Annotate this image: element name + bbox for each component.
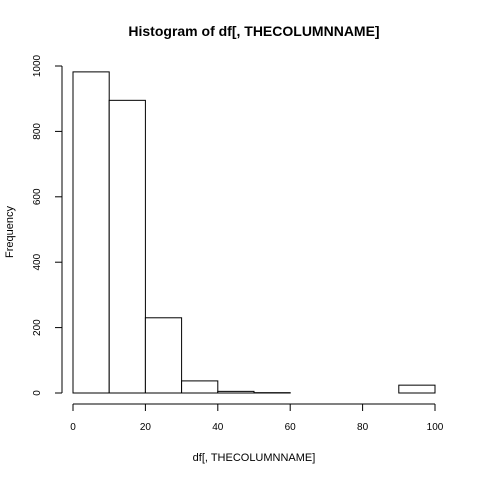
- y-axis-label: Frequency: [4, 206, 16, 258]
- histogram-bar-9: [398, 384, 436, 394]
- x-tick-label: 20: [140, 422, 152, 433]
- y-tick-label: 400: [32, 253, 43, 270]
- y-tick-label: 0: [32, 390, 43, 396]
- histogram-bar-3: [181, 380, 219, 394]
- histogram-bar-4: [217, 390, 255, 394]
- x-axis-label: df[, THECOLUMNNAME]: [193, 452, 316, 464]
- x-tick-label: 100: [427, 422, 444, 433]
- y-tick-label: 1000: [32, 54, 43, 77]
- y-tick-label: 200: [32, 319, 43, 336]
- histogram-bars: [72, 71, 436, 394]
- x-tick-label: 60: [285, 422, 297, 433]
- histogram-bar-0: [72, 71, 110, 394]
- x-tick-label: 80: [357, 422, 369, 433]
- x-tick-label: 40: [212, 422, 224, 433]
- y-tick-label: 600: [32, 188, 43, 205]
- histogram-bar-1: [108, 99, 146, 394]
- chart-title: Histogram of df[, THECOLUMNNAME]: [128, 23, 379, 39]
- x-tick-label: 0: [70, 422, 76, 433]
- y-tick-label: 800: [32, 123, 43, 140]
- x-axis: 0 20 40 60 80 100: [70, 403, 444, 433]
- y-axis: 0 200 400 600 800 1000: [32, 54, 63, 396]
- histogram-bar-2: [144, 317, 183, 394]
